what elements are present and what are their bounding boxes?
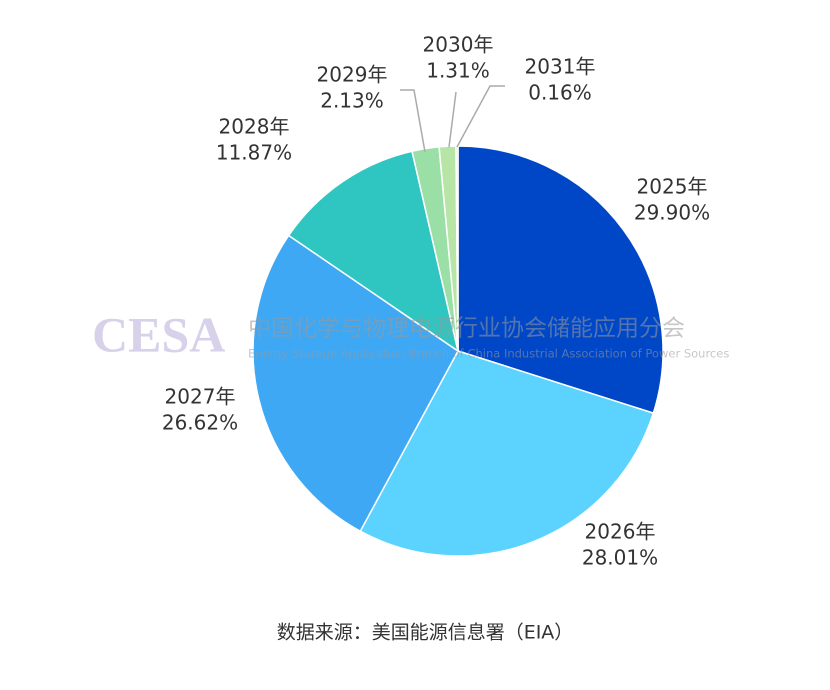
leader-line	[456, 85, 505, 148]
leader-line	[448, 91, 457, 148]
slice-value-label: 0.16%	[528, 81, 592, 105]
leader-line	[400, 89, 426, 153]
pie-slice	[457, 145, 664, 415]
slice-category: 2031年	[525, 55, 596, 79]
slice-value-label: 2.13%	[320, 89, 384, 113]
slice-category: 2025年	[637, 175, 708, 199]
slice-category: 2028年	[219, 115, 290, 139]
watermark-logo: CESA	[92, 306, 225, 362]
pie	[252, 145, 664, 557]
slice-category: 2026年	[585, 520, 656, 544]
pie-slice	[287, 150, 460, 353]
slice-value-label: 11.87%	[216, 141, 292, 165]
pie-slice	[359, 350, 655, 557]
watermark-name: 中国化学与物理电源行业协会储能应用分会	[248, 316, 685, 342]
slice-category: 2030年	[423, 33, 494, 57]
slice-category: 2027年	[165, 385, 236, 409]
slice-value-label: 1.31%	[426, 59, 490, 83]
slice-category: 2029年	[317, 63, 388, 87]
source-note: 数据来源：美国能源信息署（EIA）	[277, 622, 574, 644]
slice-value-label: 28.01%	[582, 546, 658, 570]
slice-value-label: 29.90%	[634, 201, 710, 225]
pie-slice	[252, 234, 459, 533]
slice-value-label: 26.62%	[162, 411, 238, 435]
watermark: CESA 中国化学与物理电源行业协会储能应用分会 Energy Storage …	[92, 306, 729, 362]
watermark-english: Energy Storage Application Branch of Chi…	[248, 347, 729, 361]
